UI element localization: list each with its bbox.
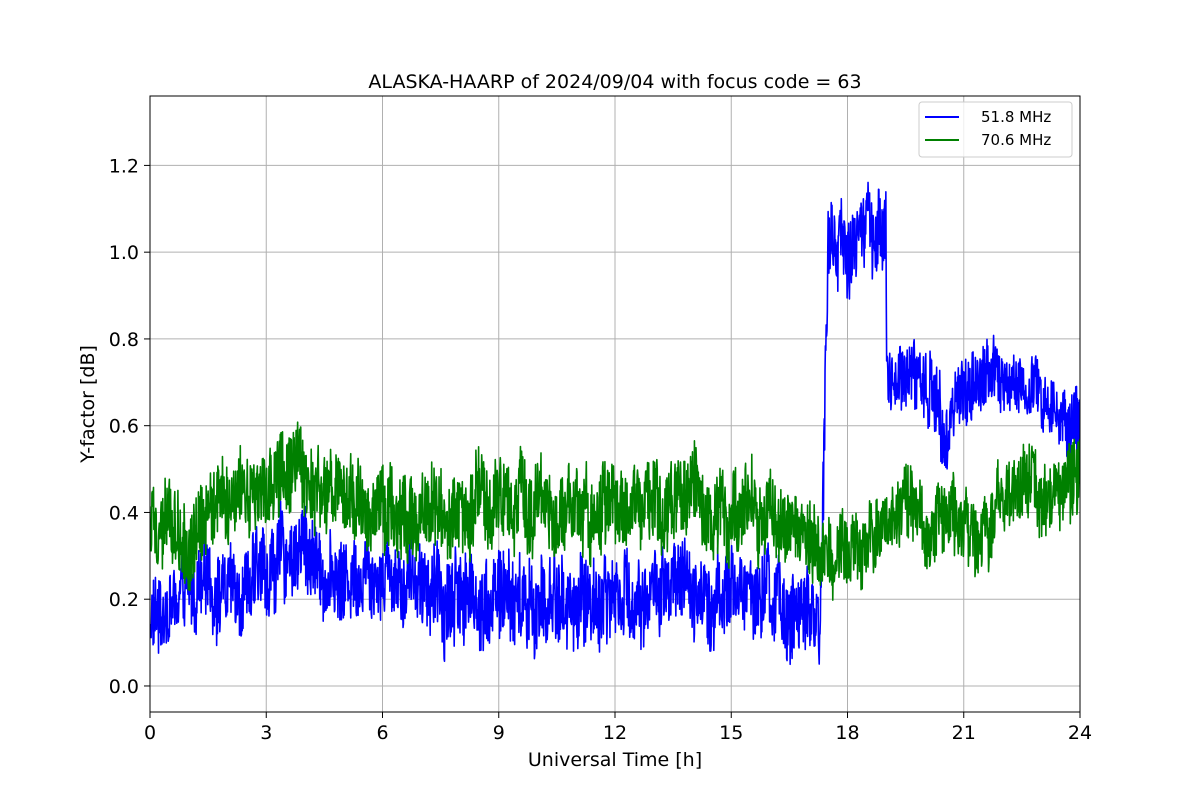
x-tick-label: 0	[144, 722, 156, 744]
x-tick-label: 24	[1068, 722, 1092, 744]
y-tick-label: 0.0	[109, 676, 139, 698]
series-line-70-6-mhz	[150, 421, 1080, 601]
y-axis-label: Y-factor [dB]	[77, 345, 99, 464]
y-tick-label: 1.0	[109, 242, 139, 264]
legend-label-70-6-mhz: 70.6 MHz	[981, 131, 1051, 149]
y-tick-label: 0.6	[109, 416, 139, 438]
x-tick-label: 12	[603, 722, 627, 744]
x-axis-label: Universal Time [h]	[528, 749, 702, 771]
legend: 51.8 MHz 70.6 MHz	[918, 101, 1073, 158]
series-layer	[150, 181, 1080, 666]
y-tick-label: 0.8	[109, 329, 139, 351]
chart-title: ALASKA-HAARP of 2024/09/04 with focus co…	[368, 71, 861, 93]
legend-box	[918, 101, 1073, 158]
legend-label-51-8-mhz: 51.8 MHz	[981, 108, 1051, 126]
series-line-51-8-mhz	[150, 181, 1080, 666]
x-tick-label: 3	[260, 722, 272, 744]
x-tick-label: 6	[376, 722, 388, 744]
y-tick-label: 0.2	[109, 589, 139, 611]
x-tick-label: 15	[719, 722, 743, 744]
y-tick-label: 0.4	[109, 502, 139, 524]
x-tick-label: 21	[952, 722, 976, 744]
x-tick-label: 18	[835, 722, 859, 744]
tick-layer: 0 3 6 9 12 15 18 21 24 0.0 0.2 0.4 0.6 0.8 1.0 1.2	[109, 155, 1092, 744]
x-tick-label: 9	[493, 722, 505, 744]
y-tick-label: 1.2	[109, 155, 139, 177]
